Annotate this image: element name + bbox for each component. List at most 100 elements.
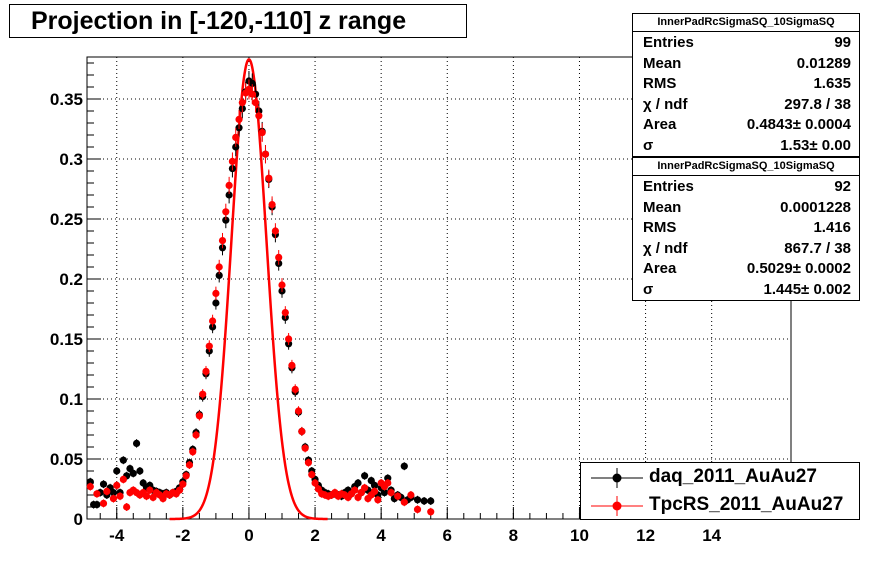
data-point [278,281,286,289]
data-point [202,367,210,375]
data-point [238,99,246,107]
legend: daq_2011_AuAu27 TpcRS_2011_AuAu27 [580,462,860,520]
data-point [235,115,243,123]
data-point [185,461,194,469]
data-point [232,143,240,151]
x-tick-label: 14 [702,526,721,545]
data-point [374,496,382,504]
data-point [354,479,362,487]
data-point [288,361,296,369]
data-point [179,480,187,488]
data-point [251,99,260,107]
data-point [93,490,101,498]
x-tick-label: 0 [244,526,253,545]
data-point [301,444,309,452]
data-point [136,467,144,475]
data-point [116,492,124,500]
stats-row-entries: Entries 99 [643,34,851,51]
data-point [413,496,422,504]
data-point [199,390,207,398]
y-tick-label: 0.25 [50,210,83,229]
data-point [370,481,379,489]
y-tick-label: 0.1 [59,390,83,409]
stats-row-sigma: σ 1.53± 0.00 [643,136,851,154]
chart-title: Projection in [-120,-110] z range [9,4,467,38]
data-point [123,503,131,511]
data-point [195,412,203,420]
data-point [218,237,227,245]
data-point [268,201,276,209]
data-point [109,495,118,503]
data-point [222,216,230,224]
data-point [212,289,220,297]
data-point [225,181,233,189]
x-tick-label: 12 [636,526,655,545]
data-point [400,462,408,470]
x-tick-label: -4 [109,526,125,545]
stats-row-chi2: χ / ndf 297.8 / 38 [643,95,851,113]
x-tick-label: -2 [175,526,190,545]
data-point [132,439,141,447]
data-point [298,427,306,435]
x-tick-label: 2 [310,526,319,545]
data-point [119,456,127,464]
data-point [146,486,154,494]
stats-row-rms: RMS 1.416 [643,219,851,237]
data-point [275,253,283,261]
data-point [370,487,379,495]
data-point [248,79,256,87]
data-point [215,263,223,271]
data-point [400,498,408,506]
y-tick-label: 0.35 [50,90,83,109]
data-point [380,489,389,497]
data-point [261,150,270,158]
data-point [271,227,279,235]
y-tick-label: 0.3 [59,150,83,169]
stats-row-mean: Mean 0.01289 [643,54,851,72]
data-point [109,489,118,497]
x-tick-label: 8 [509,526,518,545]
y-tick-label: 0.05 [50,450,83,469]
data-point [248,90,256,98]
data-point [351,486,359,494]
x-tick-label: 6 [443,526,452,545]
data-point [255,112,263,120]
data-point [285,335,293,343]
x-tick-label: 4 [376,526,386,545]
data-point [308,471,316,479]
data-point [189,448,197,456]
stats-row-rms: RMS 1.635 [643,75,851,93]
data-point [208,317,217,325]
data-point [93,501,101,509]
data-point [291,385,299,393]
data-point [175,486,184,494]
stats-box-daq: InnerPadRcSigmaSQ_10SigmaSQ Entries 99 Me… [632,13,860,157]
fit-curve [169,58,328,521]
x-tick-label: 10 [570,526,589,545]
y-tick-label: 0 [74,510,83,529]
data-point [205,342,213,350]
data-point [113,481,121,489]
data-point [304,459,313,467]
data-point [225,191,233,199]
legend-marker-red-icon [591,496,643,516]
data-point [228,157,237,165]
data-point [99,480,108,488]
data-point [384,479,392,487]
stats-row-area: Area 0.5029± 0.0002 [643,260,851,278]
data-point [361,472,369,480]
stats-row-area: Area 0.4843± 0.0004 [643,116,851,134]
y-tick-label: 0.2 [59,270,83,289]
stats-row-mean: Mean 0.0001228 [643,198,851,216]
data-point [86,483,94,491]
data-point [387,489,395,497]
legend-marker-black-icon [591,468,643,488]
data-point [394,492,402,500]
data-point [265,174,273,182]
stats-box-tpcrs: InnerPadRcSigmaSQ_10SigmaSQ Entries 92 Me… [632,157,860,301]
data-point [99,499,108,507]
legend-entry-daq: daq_2011_AuAu27 [581,464,859,492]
stats-row-sigma: σ 1.445± 0.002 [643,280,851,298]
data-point [361,484,369,492]
stats-title: InnerPadRcSigmaSQ_10SigmaSQ [633,14,859,32]
